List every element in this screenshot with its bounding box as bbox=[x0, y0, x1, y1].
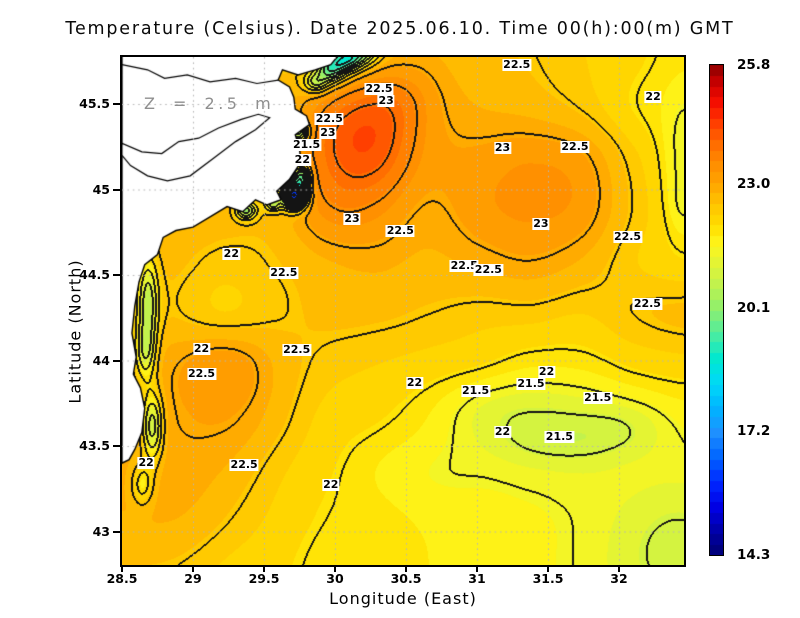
y-tick-label: 45 bbox=[92, 181, 110, 197]
contour-label: 22 bbox=[222, 247, 240, 261]
contour-label: 23 bbox=[532, 216, 550, 230]
contour-label: 22 bbox=[192, 341, 211, 355]
chart-title: Temperature (Celsius). Date 2025.06.10. … bbox=[65, 19, 735, 39]
contour-label: 22 bbox=[537, 365, 556, 379]
colorbar-tick-label: 14.3 bbox=[737, 547, 771, 563]
colorbar-tick-label: 17.2 bbox=[737, 423, 771, 440]
contour-label: 21.5 bbox=[292, 138, 322, 152]
x-tick-label: 31 bbox=[468, 571, 486, 586]
contour-label: 22.5 bbox=[560, 139, 590, 153]
x-tick-label: 29.5 bbox=[248, 571, 280, 586]
y-tick-mark bbox=[113, 359, 120, 362]
y-tick-mark bbox=[113, 188, 120, 191]
contour-label: 22.5 bbox=[269, 266, 299, 280]
y-tick-label: 44 bbox=[92, 352, 110, 368]
y-tick-mark bbox=[113, 445, 120, 447]
contour-label: 21.5 bbox=[461, 384, 491, 398]
x-tick-label: 28.5 bbox=[106, 571, 138, 586]
contour-label: 22.5 bbox=[186, 367, 217, 381]
colorbar-canvas bbox=[710, 65, 723, 555]
contour-label: 21.5 bbox=[516, 377, 546, 391]
x-tick-label: 29 bbox=[184, 571, 202, 586]
x-tick-label: 30.5 bbox=[390, 571, 422, 586]
plot-area bbox=[120, 55, 686, 567]
x-tick-label: 30 bbox=[326, 571, 344, 586]
contour-label: 22 bbox=[405, 375, 424, 389]
x-tick-mark bbox=[334, 567, 336, 572]
x-tick-mark bbox=[192, 567, 194, 572]
contour-label: 22.5 bbox=[632, 297, 662, 311]
y-tick-mark bbox=[113, 274, 120, 276]
contour-label: 23 bbox=[343, 211, 361, 225]
depth-annotation: Z = 2.5 m bbox=[144, 94, 275, 113]
x-tick-mark bbox=[121, 567, 123, 572]
y-tick-label: 45.5 bbox=[79, 96, 110, 111]
contour-label: 22 bbox=[137, 456, 155, 470]
contour-label: 23 bbox=[377, 93, 395, 107]
x-tick-mark bbox=[263, 567, 265, 572]
x-tick-label: 31.5 bbox=[532, 571, 564, 586]
y-tick-label: 44.5 bbox=[79, 267, 110, 282]
contour-label: 22 bbox=[644, 90, 662, 104]
contour-label: 22 bbox=[493, 425, 512, 439]
y-tick-mark bbox=[113, 530, 120, 533]
contour-label: 23 bbox=[493, 141, 512, 155]
contour-label: 22 bbox=[293, 153, 311, 167]
contour-label: 21.5 bbox=[583, 391, 613, 405]
contour-label: 22.5 bbox=[612, 230, 643, 244]
x-tick-mark bbox=[618, 567, 620, 572]
y-axis-label: Latitude (North) bbox=[65, 259, 85, 404]
y-tick-label: 43 bbox=[92, 523, 110, 539]
colorbar-tick-label: 20.1 bbox=[737, 299, 771, 316]
x-tick-mark bbox=[476, 567, 478, 572]
contour-label: 22.5 bbox=[364, 81, 394, 95]
contour-label: 22.5 bbox=[385, 223, 415, 237]
contour-label: 22.5 bbox=[473, 262, 503, 276]
contour-label: 22 bbox=[322, 478, 340, 492]
contour-label: 22.5 bbox=[449, 259, 479, 273]
x-tick-label: 32 bbox=[610, 571, 628, 586]
temperature-map-canvas bbox=[122, 57, 684, 565]
x-tick-mark bbox=[405, 567, 407, 572]
contour-label: 21.5 bbox=[544, 430, 574, 444]
y-tick-label: 43.5 bbox=[79, 438, 110, 453]
contour-label: 22.5 bbox=[314, 112, 344, 126]
contour-label: 22.5 bbox=[282, 343, 312, 357]
colorbar-tick-label: 25.8 bbox=[737, 57, 771, 73]
contour-label: 22.5 bbox=[229, 457, 259, 471]
x-tick-mark bbox=[547, 567, 549, 572]
colorbar-tick-label: 23.0 bbox=[737, 176, 771, 193]
x-axis-label: Longitude (East) bbox=[329, 589, 477, 608]
y-tick-mark bbox=[113, 103, 120, 105]
contour-label: 23 bbox=[319, 126, 337, 140]
contour-label: 22.5 bbox=[502, 57, 532, 71]
colorbar bbox=[709, 64, 724, 556]
